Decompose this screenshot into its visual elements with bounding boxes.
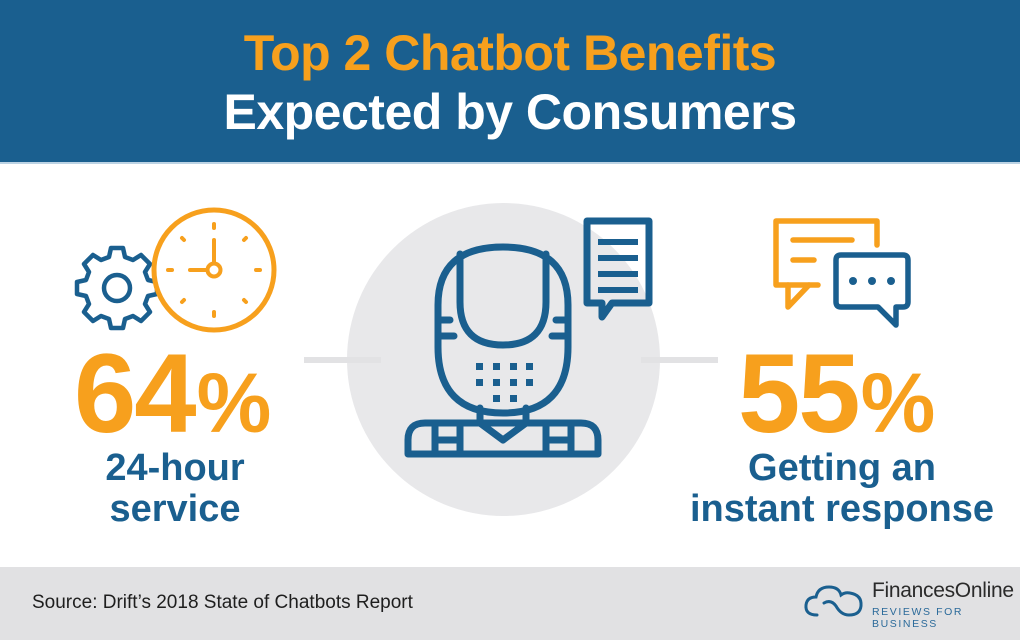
title-line-1: Top 2 Chatbot Benefits (243, 25, 777, 81)
stat-label-line-2: instant response (689, 488, 995, 530)
footer: Source: Drift’s 2018 State of Chatbots R… (0, 567, 1020, 640)
clock-icon (151, 207, 277, 333)
right-connector-line (641, 357, 718, 363)
percent-sign: % (196, 356, 272, 450)
stat-value-24-hour: 64% (74, 338, 271, 450)
stat-label-line-2: service (109, 488, 241, 530)
logo-tagline: REVIEWS FOR BUSINESS (872, 606, 964, 630)
document-speech-bubble-icon (583, 217, 653, 321)
robot-chatbot-icon (404, 243, 602, 458)
stat-number: 55 (738, 331, 861, 456)
logo-name: FinancesOnline (872, 579, 1014, 602)
stat-value-instant-response: 55% (738, 338, 935, 450)
gear-icon (74, 245, 160, 331)
stat-label-24-hour: 24-hour service (80, 448, 270, 530)
stat-number: 64 (74, 331, 197, 456)
stat-label-line-1: Getting an (748, 447, 936, 489)
title-line-2: Expected by Consumers (223, 84, 797, 140)
cloud-logo-icon (804, 585, 863, 617)
source-citation: Source: Drift’s 2018 State of Chatbots R… (32, 592, 413, 613)
stat-label-instant-response: Getting an instant response (682, 448, 1002, 530)
chat-bubbles-icon (773, 218, 911, 328)
header-banner: Top 2 Chatbot Benefits Expected by Consu… (0, 0, 1020, 162)
percent-sign: % (860, 356, 936, 450)
left-connector-line (304, 357, 381, 363)
header-divider (0, 162, 1020, 164)
stat-label-line-1: 24-hour (105, 447, 245, 489)
